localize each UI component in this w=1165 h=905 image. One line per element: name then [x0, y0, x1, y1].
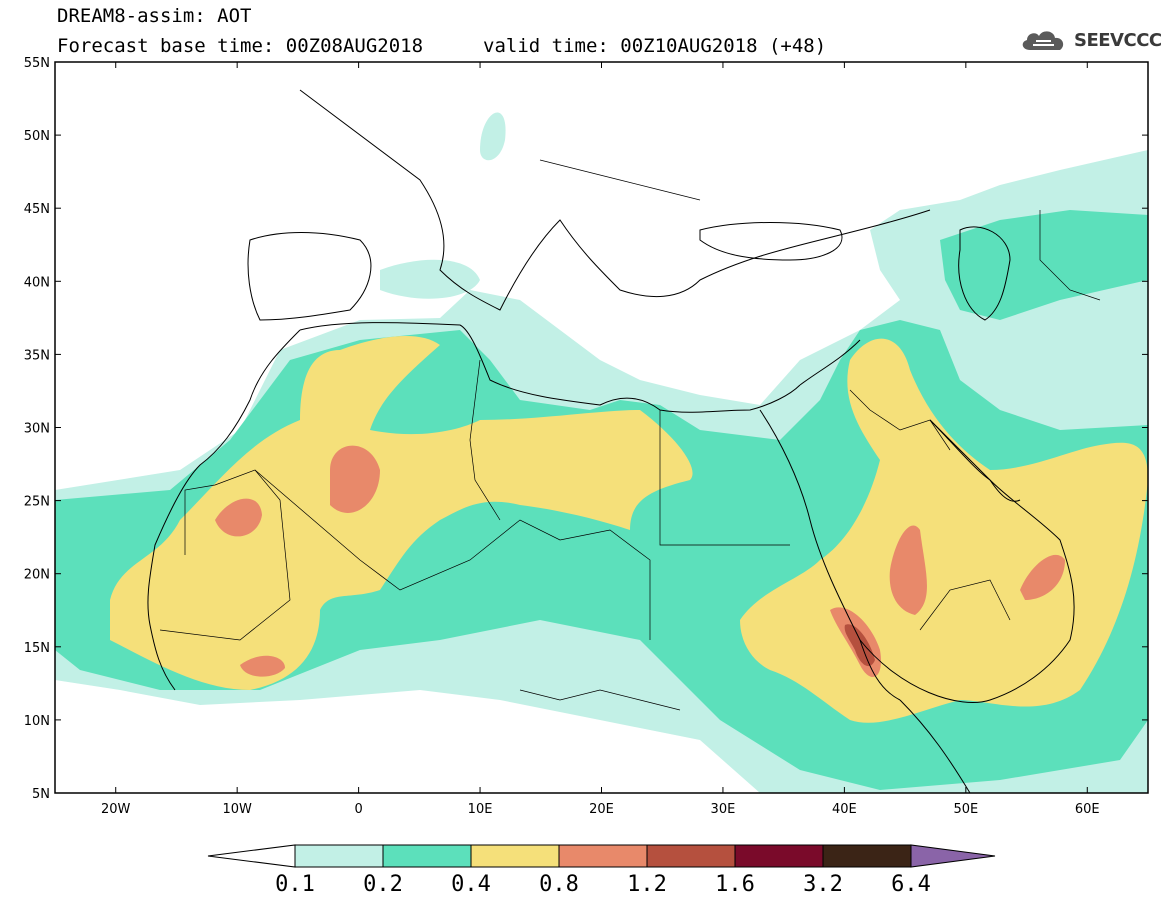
valid-time: valid time: 00Z10AUG2018 (+48)	[483, 35, 827, 57]
colorbar-level-label: 0.1	[275, 872, 315, 897]
colorbar-level-label: 1.2	[627, 872, 667, 897]
lat-tick-label: 10N	[24, 714, 50, 729]
lat-tick-label: 5N	[32, 787, 50, 802]
border-6	[919, 579, 1011, 631]
latitude-axis: 55N 50N 45N 40N 35N 30N 25N 20N 15N 10N 5N	[24, 56, 1148, 802]
lat-tick-label: 35N	[24, 348, 50, 363]
coastlines	[147, 89, 1075, 793]
lat-tick-label: 55N	[24, 56, 50, 71]
colorbar: 0.1 0.2 0.4 0.8 1.2 1.6 3.2 6.4	[207, 844, 996, 897]
colorbar-level-label: 1.6	[715, 872, 755, 897]
colorbar-swatch	[646, 844, 736, 868]
coast-europe	[299, 89, 931, 311]
lat-tick-label: 45N	[24, 202, 50, 217]
lon-tick-label: 40E	[832, 802, 857, 817]
coast-iberia	[247, 232, 372, 321]
colorbar-level-label: 3.2	[803, 872, 843, 897]
colorbar-level-label: 6.4	[891, 872, 931, 897]
coast-east-africa	[899, 699, 971, 793]
lat-tick-label: 25N	[24, 495, 50, 510]
lon-tick-label: 50E	[953, 802, 978, 817]
coast-caspian	[958, 226, 1011, 321]
coast-north-africa	[299, 322, 801, 413]
coast-west-africa	[147, 329, 301, 691]
lat-tick-label: 30N	[24, 422, 50, 437]
lon-tick-label: 20E	[589, 802, 614, 817]
lon-tick-label: 0	[354, 802, 362, 817]
forecast-base-time: Forecast base time: 00Z08AUG2018	[57, 35, 424, 57]
colorbar-level-label: 0.8	[539, 872, 579, 897]
colorbar-swatch	[822, 844, 912, 868]
cloud-icon	[1022, 31, 1064, 50]
border-1	[159, 469, 291, 641]
border-3	[659, 410, 790, 546]
longitude-axis: 20W 10W 0 10E 20E 30E 40E 50E 60E	[101, 62, 1100, 817]
colorbar-lower-arrow	[207, 844, 296, 868]
border-8	[539, 159, 701, 201]
colorbar-swatch	[734, 844, 824, 868]
borders	[159, 159, 1101, 711]
border-2	[254, 469, 651, 640]
aot-field	[55, 112, 1148, 793]
border-7	[1039, 210, 1101, 301]
colorbar-upper-arrow	[910, 844, 996, 868]
lat-tick-label: 15N	[24, 641, 50, 656]
coast-persian-gulf	[929, 419, 1021, 502]
coast-black-sea	[699, 222, 843, 261]
border-9	[519, 689, 681, 711]
border-4	[469, 359, 501, 521]
lon-tick-label: 20W	[101, 802, 131, 817]
colorbar-level-label: 0.2	[363, 872, 403, 897]
lat-tick-label: 40N	[24, 275, 50, 290]
colorbar-swatch	[470, 844, 560, 868]
lon-tick-label: 60E	[1075, 802, 1100, 817]
colorbar-swatch	[294, 844, 384, 868]
colorbar-level-label: 0.4	[451, 872, 491, 897]
aot-level-1.2	[844, 624, 875, 667]
lon-tick-label: 10E	[468, 802, 493, 817]
colorbar-swatch	[382, 844, 472, 868]
lat-tick-label: 50N	[24, 129, 50, 144]
lon-tick-label: 10W	[222, 802, 252, 817]
seevccc-logo: SEEVCCC	[1018, 26, 1162, 54]
logo-text: SEEVCCC	[1074, 29, 1162, 51]
lat-tick-label: 20N	[24, 568, 50, 583]
map-title: DREAM8-assim: AOT	[57, 5, 252, 27]
coast-red-sea	[759, 409, 901, 701]
colorbar-swatch	[558, 844, 648, 868]
lon-tick-label: 30E	[711, 802, 736, 817]
border-5	[849, 389, 951, 451]
